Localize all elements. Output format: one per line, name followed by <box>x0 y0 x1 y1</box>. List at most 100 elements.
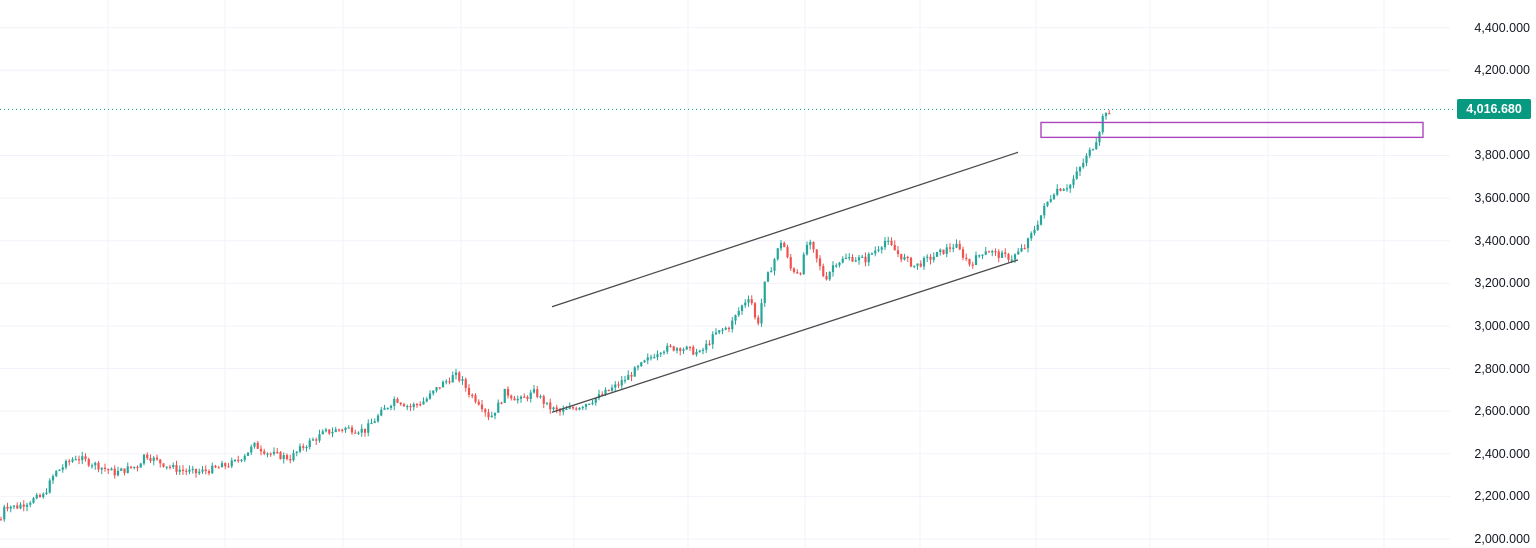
candle-body <box>467 387 471 395</box>
candle-body <box>698 350 701 352</box>
candle-body <box>1072 178 1075 185</box>
candle-body <box>29 502 32 505</box>
candle-body <box>282 455 285 460</box>
candle-body <box>666 345 669 352</box>
candle-body <box>406 405 409 408</box>
candle-body <box>302 446 305 448</box>
drawings[interactable] <box>551 121 1424 413</box>
candle-body <box>773 259 776 271</box>
candle-body <box>64 460 68 468</box>
candle-body <box>877 249 880 251</box>
candle-body <box>623 379 627 382</box>
candle-body <box>783 242 786 248</box>
candle-body <box>584 404 588 407</box>
candle-body <box>350 427 354 433</box>
candle-body <box>874 250 877 254</box>
candle-body <box>45 492 48 494</box>
candle-body <box>588 403 591 405</box>
candle-body <box>454 372 458 376</box>
candle-body <box>328 429 331 434</box>
candle-body <box>737 310 740 316</box>
candle-body <box>412 404 415 407</box>
candle-body <box>747 299 750 303</box>
candle-body <box>545 402 549 404</box>
candle-body <box>792 268 796 273</box>
candle-body <box>571 407 575 409</box>
candle-body <box>42 493 45 498</box>
candle-body <box>529 392 532 399</box>
candle-body <box>753 303 757 318</box>
candle-body <box>230 460 233 467</box>
candle-body <box>107 469 110 471</box>
candle-body <box>305 447 308 449</box>
candle-body <box>490 415 493 418</box>
candle-body <box>685 346 688 350</box>
candle-body <box>211 465 214 474</box>
candle-body <box>688 346 692 348</box>
candle-body <box>77 459 81 461</box>
candle-body <box>786 247 789 258</box>
candle-body <box>1059 188 1062 191</box>
candle-body <box>0 519 3 521</box>
candle-body <box>961 249 965 258</box>
candle-body <box>890 240 893 245</box>
candle-body <box>1000 252 1004 258</box>
candle-body <box>558 409 562 412</box>
candle-body <box>363 428 367 433</box>
candle-body <box>1049 199 1052 202</box>
candle-body <box>428 393 432 399</box>
candle-body <box>217 467 220 469</box>
candle-body <box>344 427 347 431</box>
candle-body <box>948 247 952 249</box>
candle-body <box>978 255 981 257</box>
candle-body <box>194 468 198 474</box>
candle-body <box>532 389 536 393</box>
candle-body <box>500 402 503 404</box>
candle-body <box>724 327 727 330</box>
candle-body <box>539 396 542 398</box>
candle-body <box>100 467 103 470</box>
candle-body <box>838 262 841 266</box>
candle-body <box>997 251 1000 258</box>
candle-body <box>168 466 172 468</box>
candle-body <box>955 243 958 248</box>
grid <box>0 0 1450 548</box>
trendline <box>551 151 1019 308</box>
candle-body <box>649 357 653 359</box>
candle-body <box>802 254 805 275</box>
candle-body <box>367 423 370 433</box>
candle-body <box>744 302 747 306</box>
candle-body <box>445 381 448 383</box>
candle-body <box>731 320 734 330</box>
candle-body <box>51 476 55 481</box>
candle-body <box>126 466 129 473</box>
candle-body <box>1065 188 1069 190</box>
candle-body <box>578 407 581 410</box>
candle-body <box>718 330 721 333</box>
candle-body <box>240 459 243 461</box>
candle-body <box>116 470 120 476</box>
candle-body <box>926 256 929 259</box>
candle-body <box>867 253 870 263</box>
candle-body <box>201 469 204 472</box>
candle-body <box>402 404 406 407</box>
candle-body <box>220 463 224 468</box>
candle-body <box>81 456 84 461</box>
candle-body <box>633 367 636 377</box>
candle-body <box>22 504 25 507</box>
candle-body <box>851 257 854 262</box>
candle-body <box>1082 162 1085 168</box>
candle-body <box>181 469 185 471</box>
candle-body <box>887 240 890 242</box>
candle-body <box>1004 252 1007 254</box>
candle-body <box>12 505 16 507</box>
candle-body <box>789 257 792 269</box>
candle-body <box>763 281 766 304</box>
candle-body <box>952 247 955 249</box>
candle-body <box>672 346 675 351</box>
candle-body <box>913 265 916 267</box>
candle-body <box>536 389 539 397</box>
candle-body <box>464 379 467 388</box>
